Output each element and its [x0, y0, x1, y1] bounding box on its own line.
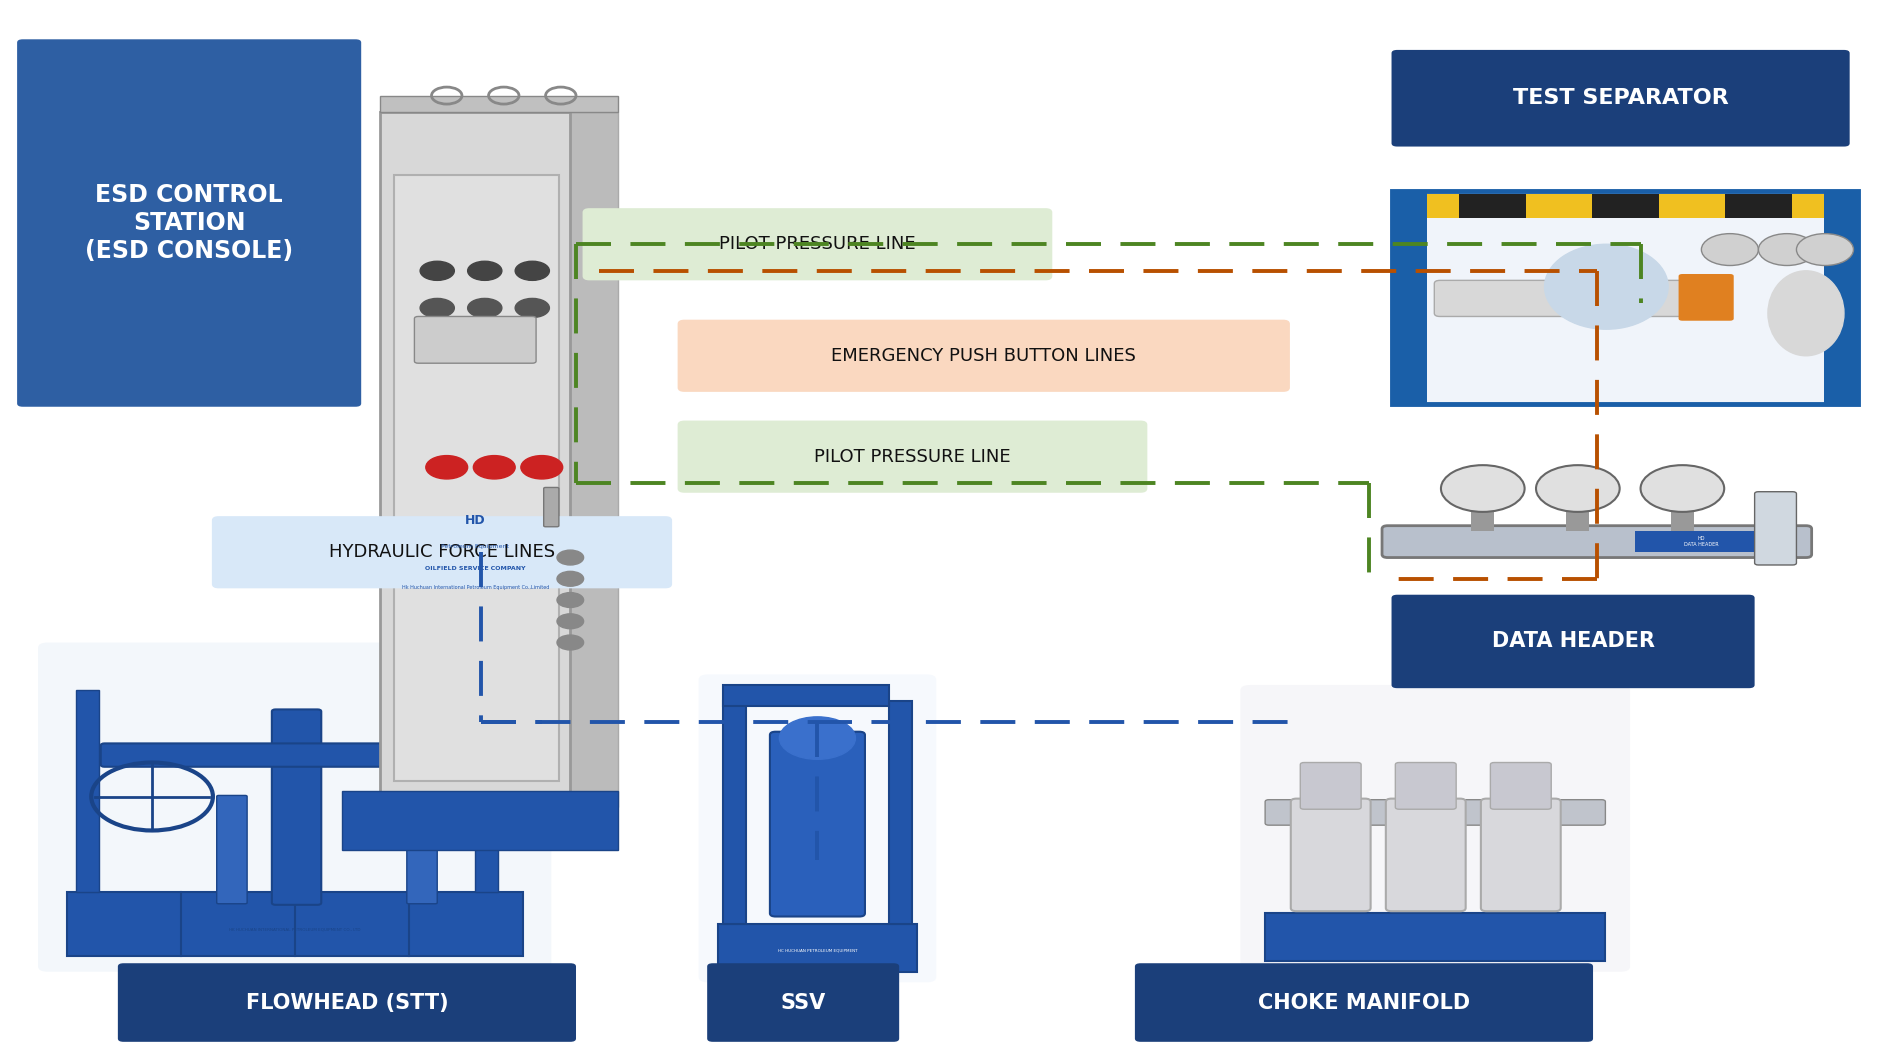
- FancyBboxPatch shape: [584, 209, 1051, 279]
- Circle shape: [515, 298, 549, 318]
- FancyBboxPatch shape: [890, 701, 912, 924]
- FancyBboxPatch shape: [1266, 913, 1606, 961]
- FancyBboxPatch shape: [1241, 685, 1631, 972]
- FancyBboxPatch shape: [1266, 800, 1606, 825]
- FancyBboxPatch shape: [1392, 50, 1850, 147]
- Text: OILFIELD SERVICE COMPANY: OILFIELD SERVICE COMPANY: [426, 566, 525, 570]
- Text: SSV: SSV: [781, 993, 825, 1012]
- FancyBboxPatch shape: [1433, 280, 1701, 316]
- Circle shape: [557, 593, 584, 607]
- FancyBboxPatch shape: [679, 321, 1289, 391]
- FancyBboxPatch shape: [1671, 508, 1694, 531]
- FancyBboxPatch shape: [414, 316, 536, 363]
- Circle shape: [420, 261, 454, 280]
- Text: Petroleum Equipment: Petroleum Equipment: [441, 545, 509, 549]
- FancyBboxPatch shape: [1635, 531, 1768, 552]
- FancyBboxPatch shape: [1679, 274, 1734, 321]
- Circle shape: [521, 456, 563, 479]
- Text: TEST SEPARATOR: TEST SEPARATOR: [1513, 88, 1728, 108]
- Circle shape: [557, 614, 584, 629]
- FancyBboxPatch shape: [1481, 799, 1561, 911]
- FancyBboxPatch shape: [1382, 526, 1812, 558]
- FancyBboxPatch shape: [38, 643, 551, 972]
- FancyBboxPatch shape: [724, 701, 747, 924]
- FancyBboxPatch shape: [679, 422, 1146, 492]
- Text: CHOKE MANIFOLD: CHOKE MANIFOLD: [1258, 993, 1469, 1012]
- FancyBboxPatch shape: [1392, 194, 1460, 218]
- Text: PILOT PRESSURE LINE: PILOT PRESSURE LINE: [719, 236, 916, 253]
- FancyBboxPatch shape: [1755, 492, 1796, 565]
- Circle shape: [1441, 465, 1525, 512]
- Text: ESD CONTROL
STATION
(ESD CONSOLE): ESD CONTROL STATION (ESD CONSOLE): [86, 184, 293, 262]
- FancyBboxPatch shape: [272, 709, 321, 905]
- FancyBboxPatch shape: [1825, 191, 1859, 404]
- FancyBboxPatch shape: [217, 795, 247, 904]
- Circle shape: [420, 298, 454, 318]
- FancyBboxPatch shape: [394, 175, 559, 781]
- FancyBboxPatch shape: [1460, 194, 1527, 218]
- FancyBboxPatch shape: [380, 96, 618, 112]
- Circle shape: [1536, 465, 1620, 512]
- FancyBboxPatch shape: [101, 743, 470, 767]
- FancyBboxPatch shape: [544, 487, 559, 527]
- FancyBboxPatch shape: [1490, 763, 1551, 809]
- FancyBboxPatch shape: [1386, 799, 1466, 911]
- Ellipse shape: [1546, 244, 1669, 329]
- Text: HYDRAULIC FORCE LINES: HYDRAULIC FORCE LINES: [329, 544, 555, 561]
- FancyBboxPatch shape: [1593, 194, 1658, 218]
- FancyBboxPatch shape: [1471, 508, 1494, 531]
- FancyBboxPatch shape: [1726, 194, 1791, 218]
- Ellipse shape: [1768, 271, 1844, 356]
- Circle shape: [468, 298, 502, 318]
- FancyBboxPatch shape: [1135, 963, 1593, 1042]
- Text: HK HUCHUAN INTERNATIONAL PETROLEUM EQUIPMENT CO., LTD: HK HUCHUAN INTERNATIONAL PETROLEUM EQUIP…: [228, 927, 361, 931]
- FancyBboxPatch shape: [76, 690, 99, 892]
- FancyBboxPatch shape: [1291, 799, 1371, 911]
- Text: EMERGENCY PUSH BUTTON LINES: EMERGENCY PUSH BUTTON LINES: [831, 347, 1137, 364]
- Text: HD
DATA HEADER: HD DATA HEADER: [1684, 536, 1719, 547]
- FancyBboxPatch shape: [770, 732, 865, 917]
- FancyBboxPatch shape: [407, 795, 437, 904]
- Circle shape: [515, 261, 549, 280]
- FancyBboxPatch shape: [475, 690, 498, 892]
- Text: Hk Huchuan International Petroleum Equipment Co.,Limited: Hk Huchuan International Petroleum Equip…: [401, 585, 549, 589]
- Text: PILOT PRESSURE LINE: PILOT PRESSURE LINE: [814, 448, 1011, 465]
- Circle shape: [557, 571, 584, 586]
- FancyBboxPatch shape: [1395, 763, 1456, 809]
- Circle shape: [557, 550, 584, 565]
- FancyBboxPatch shape: [570, 112, 618, 807]
- Circle shape: [1758, 234, 1815, 266]
- Text: DATA HEADER: DATA HEADER: [1492, 632, 1654, 651]
- Circle shape: [557, 635, 584, 650]
- Text: HC HUCHUAN PETROLEUM EQUIPMENT: HC HUCHUAN PETROLEUM EQUIPMENT: [778, 948, 857, 953]
- Circle shape: [1641, 465, 1724, 512]
- FancyBboxPatch shape: [213, 517, 671, 587]
- FancyBboxPatch shape: [1525, 194, 1593, 218]
- Circle shape: [1701, 234, 1758, 266]
- FancyBboxPatch shape: [1791, 194, 1859, 218]
- FancyBboxPatch shape: [1392, 191, 1859, 404]
- FancyBboxPatch shape: [1392, 191, 1426, 404]
- Text: HD: HD: [466, 514, 485, 527]
- FancyBboxPatch shape: [700, 674, 935, 982]
- FancyBboxPatch shape: [67, 892, 523, 956]
- FancyBboxPatch shape: [1300, 763, 1361, 809]
- Ellipse shape: [779, 717, 855, 759]
- FancyBboxPatch shape: [380, 112, 570, 807]
- FancyBboxPatch shape: [719, 924, 918, 972]
- FancyBboxPatch shape: [1392, 595, 1755, 688]
- FancyBboxPatch shape: [342, 791, 618, 850]
- FancyBboxPatch shape: [1658, 194, 1726, 218]
- FancyBboxPatch shape: [17, 39, 361, 407]
- Circle shape: [473, 456, 515, 479]
- FancyBboxPatch shape: [724, 685, 890, 706]
- Circle shape: [468, 261, 502, 280]
- Text: FLOWHEAD (STT): FLOWHEAD (STT): [245, 993, 449, 1012]
- FancyBboxPatch shape: [1566, 508, 1589, 531]
- Circle shape: [1796, 234, 1853, 266]
- FancyBboxPatch shape: [118, 963, 576, 1042]
- Circle shape: [426, 456, 468, 479]
- FancyBboxPatch shape: [707, 963, 899, 1042]
